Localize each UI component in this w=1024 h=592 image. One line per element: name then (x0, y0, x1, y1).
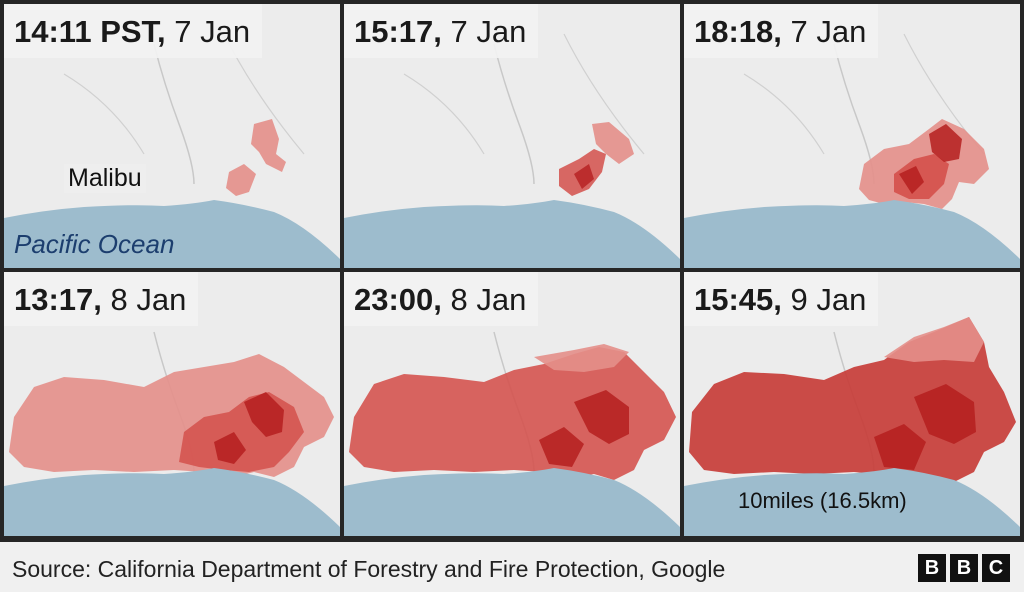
map-base-6 (684, 317, 1020, 536)
panel-date: 8 Jan (110, 282, 187, 317)
map-panel-1: 14:11 PST, 7 Jan Malibu Pacific Ocean (4, 4, 340, 268)
scale-label: 10miles (16.5km) (738, 488, 907, 513)
ocean (684, 200, 1020, 268)
panel-time: 15:17, (354, 14, 442, 49)
ocean (4, 200, 340, 268)
panel-time: 23:00, (354, 282, 442, 317)
map-panel-6: 15:45, 9 Jan 10miles (16.5km) (684, 272, 1020, 536)
panel-date: 9 Jan (790, 282, 867, 317)
map-grid: 14:11 PST, 7 Jan Malibu Pacific Ocean 15… (4, 4, 1020, 536)
panel-title: 18:18, 7 Jan (684, 4, 879, 58)
ocean (4, 468, 340, 536)
ocean (344, 468, 680, 536)
panel-date: 7 Jan (450, 14, 527, 49)
fire-area-2 (559, 122, 634, 196)
map-panel-3: 18:18, 7 Jan (684, 4, 1020, 268)
malibu-label: Malibu (64, 164, 146, 193)
logo-letter: B (918, 554, 946, 582)
ocean (684, 468, 1020, 536)
panel-time: 14:11 PST, (14, 14, 166, 49)
map-base-1 (4, 33, 340, 268)
footer: Source: California Department of Forestr… (0, 542, 1024, 592)
ocean (344, 200, 680, 268)
panel-time: 15:45, (694, 282, 782, 317)
panel-title: 15:17, 7 Jan (344, 4, 539, 58)
panel-title: 13:17, 8 Jan (4, 272, 199, 326)
fire-area-3 (859, 119, 989, 209)
panel-title: 15:45, 9 Jan (684, 272, 879, 326)
panel-date: 7 Jan (790, 14, 867, 49)
bbc-logo: B B C (918, 554, 1010, 582)
map-base-5 (344, 331, 680, 536)
map-base-4 (4, 331, 340, 536)
panel-title: 23:00, 8 Jan (344, 272, 539, 326)
scale-bar: 10miles (16.5km) (688, 486, 1014, 520)
panel-date: 7 Jan (174, 14, 251, 49)
map-panel-2: 15:17, 7 Jan (344, 4, 680, 268)
fire-area-6 (689, 317, 1016, 482)
map-base-2 (344, 33, 680, 268)
map-base-3 (684, 33, 1020, 268)
logo-letter: B (950, 554, 978, 582)
source-note: Source: California Department of Forestr… (12, 556, 726, 582)
fire-area-4 (9, 354, 334, 477)
fire-area-1 (226, 119, 286, 196)
logo-letter: C (982, 554, 1010, 582)
panel-time: 18:18, (694, 14, 782, 49)
panel-date: 8 Jan (450, 282, 527, 317)
map-panel-4: 13:17, 8 Jan (4, 272, 340, 536)
panel-title: 14:11 PST, 7 Jan (4, 4, 263, 58)
fire-area-5 (349, 344, 676, 480)
pacific-ocean-label: Pacific Ocean (14, 229, 175, 259)
map-panel-5: 23:00, 8 Jan (344, 272, 680, 536)
panel-time: 13:17, (14, 282, 102, 317)
